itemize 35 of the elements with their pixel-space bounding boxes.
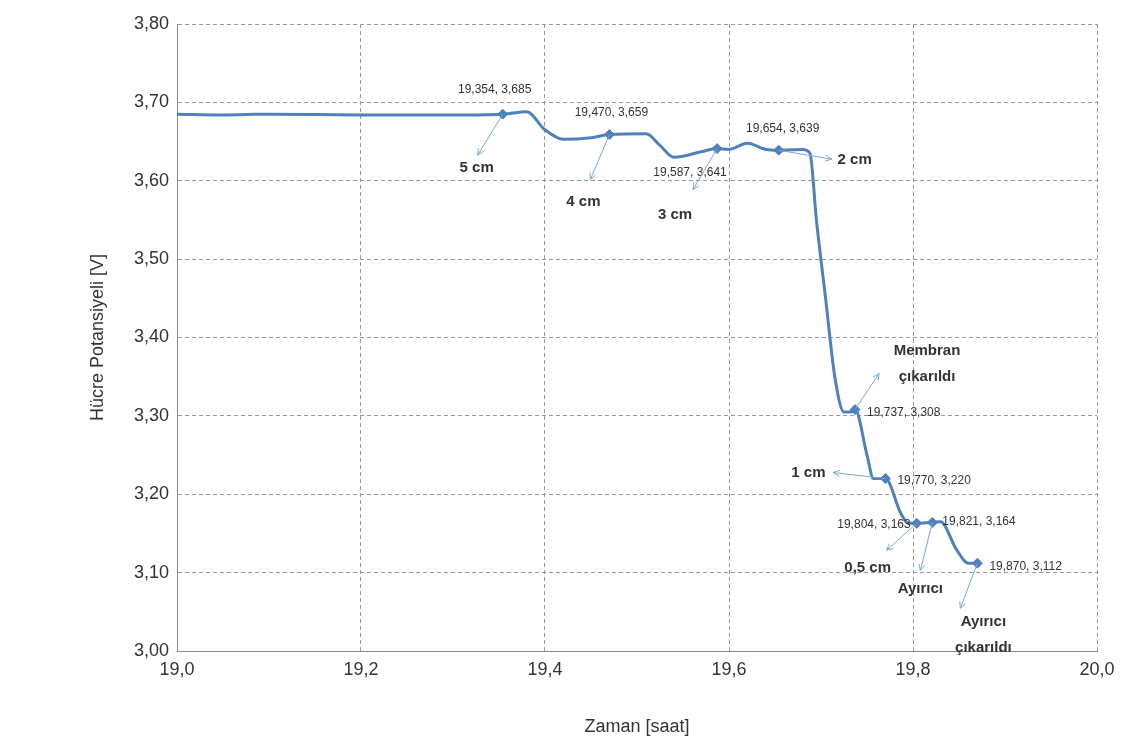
y-axis-title: Hücre Potansiyeli [V] — [86, 253, 107, 422]
data-label: 19,804, 3,163 — [837, 516, 911, 531]
data-label: 19,737, 3,308 — [867, 404, 941, 419]
y-tick-label: 3,10 — [133, 561, 169, 582]
data-label: 19,821, 3,164 — [942, 513, 1017, 528]
data-label: 19,587, 3,641 — [653, 164, 728, 179]
data-label: 19,470, 3,659 — [574, 104, 649, 119]
y-tick-label: 3,40 — [133, 326, 169, 347]
annotation: 0,5 cm — [844, 558, 892, 576]
annotation: Ayırıcı çıkarıldı — [955, 612, 1012, 656]
annotation: 5 cm — [459, 158, 494, 176]
annotation: 3 cm — [657, 204, 693, 222]
x-axis-title: Zaman [saat] — [584, 716, 690, 737]
annotation: 1 cm — [791, 462, 826, 480]
x-tick-label: 19,8 — [895, 658, 931, 679]
y-tick-label: 3,20 — [133, 483, 169, 504]
data-label: 19,870, 3,112 — [989, 558, 1063, 573]
x-tick-label: 19,0 — [159, 658, 195, 679]
x-tick-label: 19,2 — [343, 658, 379, 679]
y-tick-label: 3,60 — [133, 169, 169, 190]
y-tick-label: 3,50 — [133, 248, 169, 269]
data-label: 19,654, 3,639 — [745, 121, 820, 136]
data-label: 19,354, 3,685 — [457, 82, 532, 97]
annotation: Membran çıkarıldı — [893, 340, 961, 384]
y-tick-label: 3,80 — [133, 12, 169, 33]
y-tick-label: 3,00 — [133, 639, 169, 660]
x-tick-label: 19,4 — [527, 658, 563, 679]
x-tick-label: 19,6 — [711, 658, 747, 679]
y-tick-label: 3,30 — [133, 404, 169, 425]
annotation: Ayırıcı — [897, 578, 943, 596]
x-tick-label: 20,0 — [1079, 658, 1115, 679]
data-label: 19,770, 3,220 — [897, 472, 972, 487]
y-tick-label: 3,70 — [133, 91, 169, 112]
annotation: 4 cm — [566, 191, 601, 209]
annotation: 2 cm — [837, 150, 872, 168]
